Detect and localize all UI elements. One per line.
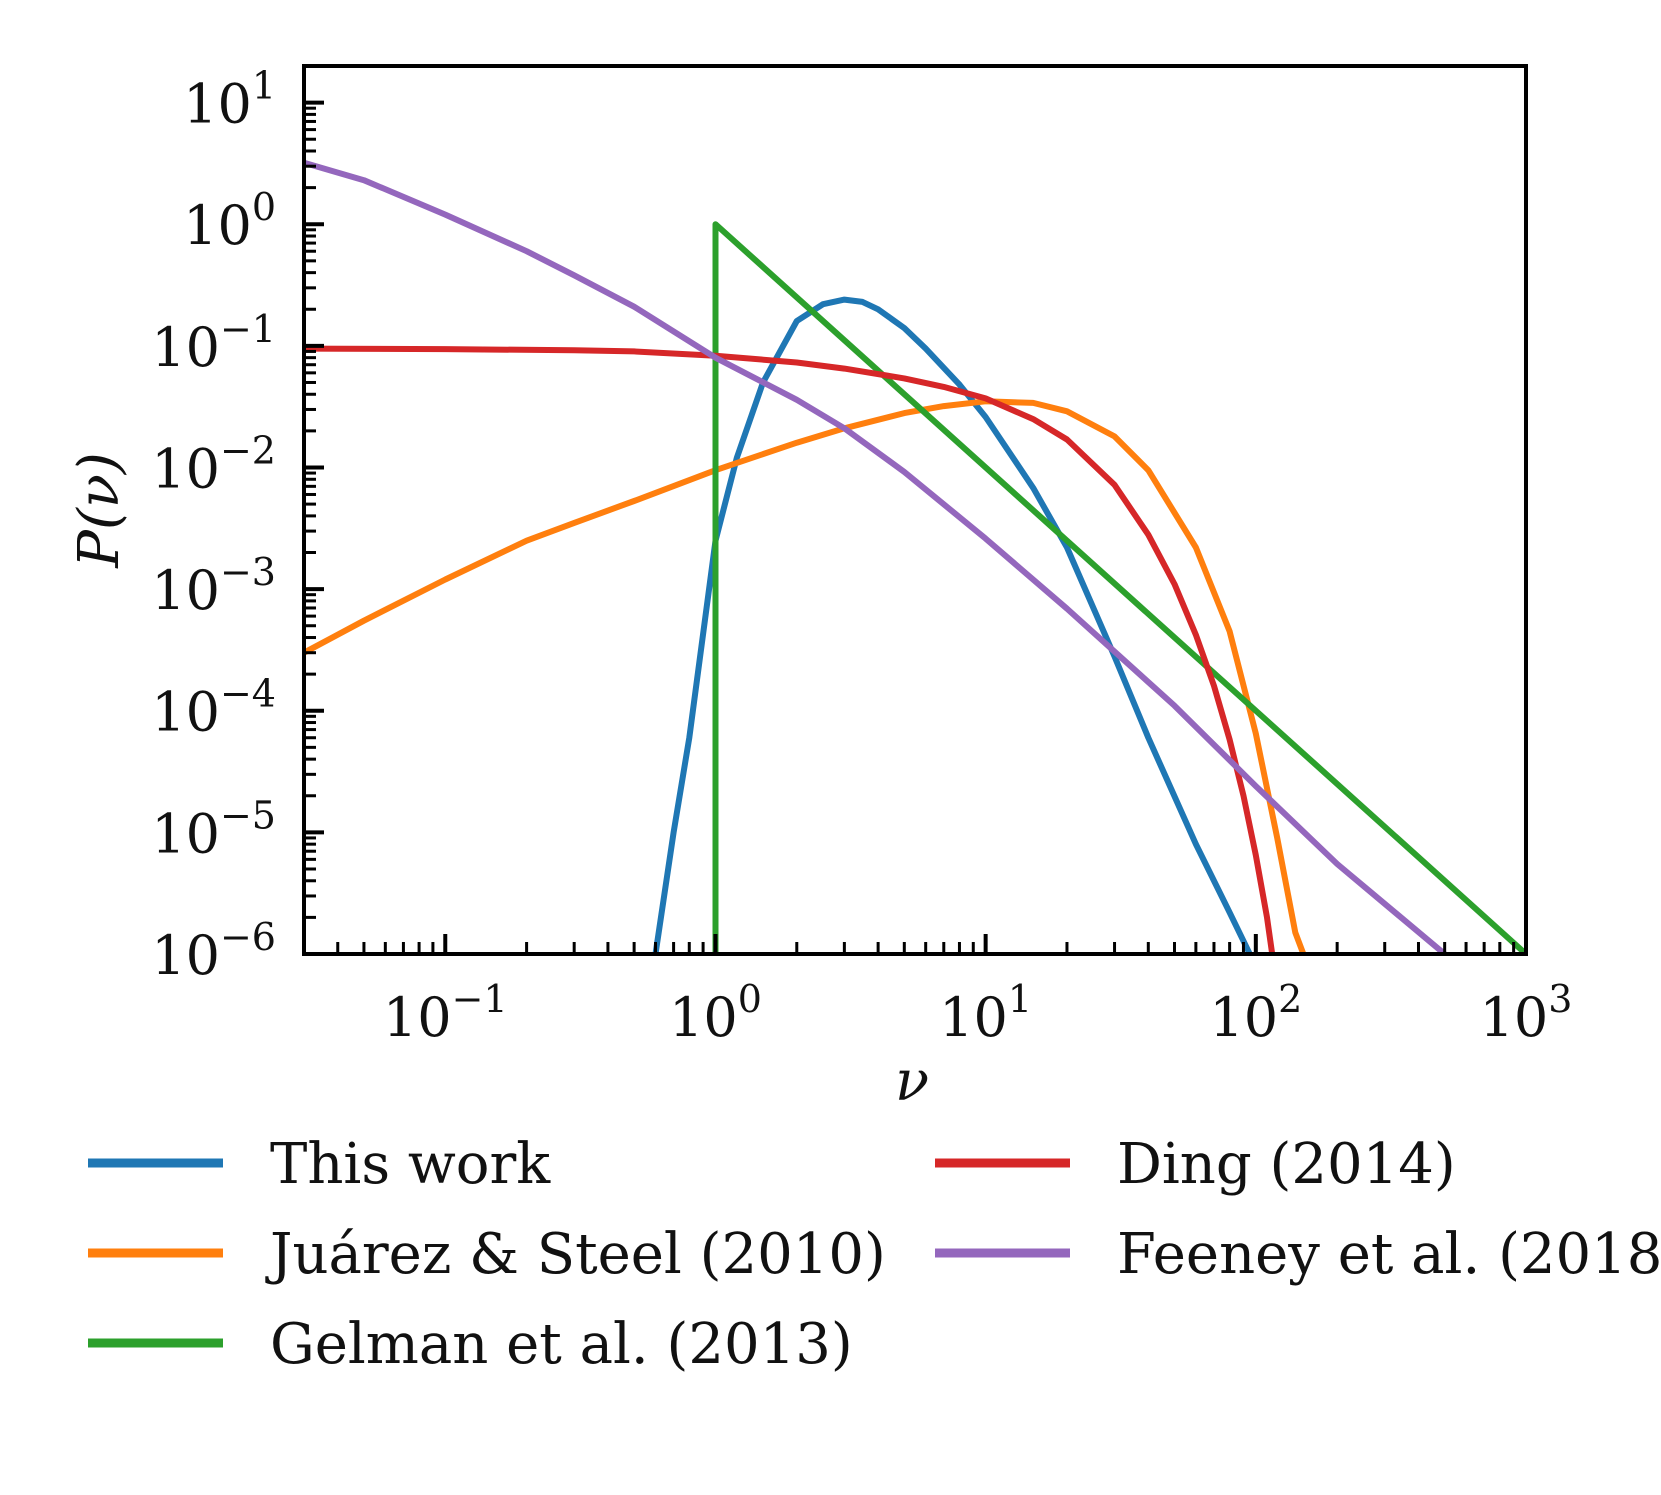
y-tick-label: 10−2	[151, 428, 276, 500]
series-line-ding-2014	[304, 345, 1276, 954]
ticks-layer	[302, 64, 1528, 956]
labels-layer: 10−1 100 101 102 103 101 100 10−1 10−2 10−3 10−4 10…	[151, 64, 1572, 1049]
legend-label-this-work: This work	[270, 1132, 551, 1197]
y-tick-label: 10−5	[151, 793, 276, 865]
x-tick-label: 101	[939, 977, 1032, 1049]
x-tick-label: 100	[669, 977, 762, 1049]
y-tick-label: 10−6	[151, 915, 276, 987]
y-tick-label: 101	[183, 64, 276, 136]
legend-label-feeney-et-al-2018: Feeney et al. (2018)	[1117, 1222, 1661, 1287]
legend-label-ding-2014: Ding (2014)	[1117, 1132, 1456, 1197]
x-axis-label: ν	[895, 1049, 929, 1114]
y-tick-label: 10−4	[151, 672, 276, 744]
x-tick-label: 103	[1480, 977, 1573, 1049]
x-tick-label: 102	[1209, 977, 1302, 1049]
legend-label-gelman-et-al-2013: Gelman et al. (2013)	[270, 1312, 853, 1377]
series-line-this-work	[652, 296, 1253, 954]
y-tick-label: 10−1	[151, 307, 276, 379]
series-line-feeney-et-al-2018	[304, 159, 1447, 954]
y-tick-label: 10−3	[151, 550, 276, 622]
y-axis-label: P(ν)	[67, 452, 132, 568]
plot-frame	[302, 64, 1528, 956]
y-tick-label: 100	[183, 185, 276, 257]
series-line-gelman-et-al-2013	[712, 221, 1526, 954]
x-tick-label: 10−1	[383, 977, 508, 1049]
series-line-ju-rez-steel-2010	[304, 398, 1307, 954]
legend-label-ju-rez-steel-2010: Juárez & Steel (2010)	[265, 1222, 886, 1287]
series-layer	[304, 159, 1526, 954]
legend: This work Juárez & Steel (2010) Gelman et …	[88, 1132, 1661, 1377]
